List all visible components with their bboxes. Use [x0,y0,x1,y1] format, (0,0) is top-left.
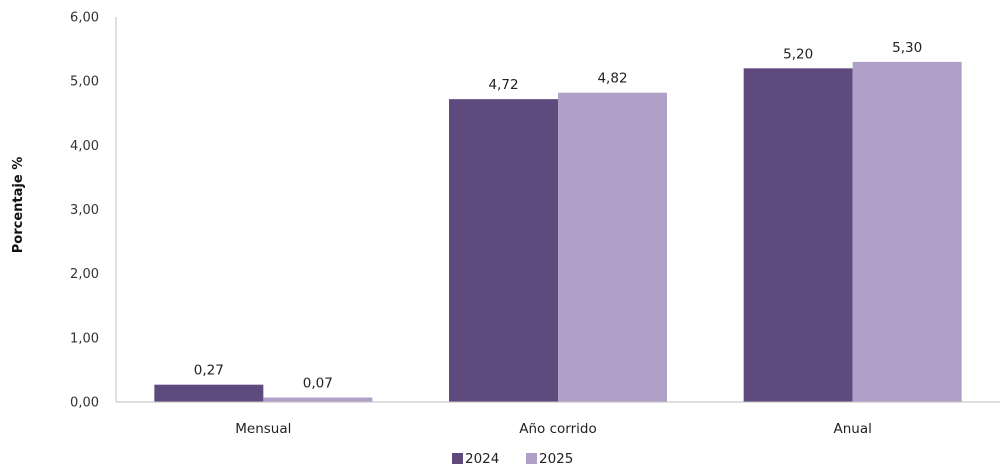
bar-2025 [852,61,962,403]
legend-swatch-2025 [526,453,537,464]
y-tick-label: 5,00 [70,75,99,90]
data-label: 0,27 [194,363,224,379]
data-label: 5,30 [892,40,922,56]
x-axis: Mensual Año corrido Anual [116,401,1000,437]
y-tick-label: 1,00 [70,331,99,346]
bar-2025 [558,92,667,402]
bars: 0,27 0,07 4,72 4,82 5,20 5,30 [154,40,962,403]
data-label: 5,20 [783,46,813,62]
legend-label-2025: 2025 [539,451,573,467]
legend-label-2024: 2024 [465,451,499,467]
x-tick-label: Mensual [235,421,291,437]
bar-2024 [154,384,264,402]
bar-2024 [743,68,853,402]
x-tick-label: Anual [833,421,871,437]
y-axis-label: Porcentaje % [11,157,26,253]
data-label: 0,07 [303,376,333,392]
data-label: 4,72 [488,77,518,93]
data-label: 4,82 [597,71,627,87]
y-tick-label: 0,00 [70,396,99,411]
y-axis: 0,00 1,00 2,00 3,00 4,00 5,00 6,00 [70,11,117,411]
x-tick-label: Año corrido [519,421,596,437]
bar-2025 [263,397,373,402]
y-tick-label: 6,00 [70,11,99,26]
legend-swatch-2024 [452,453,463,464]
legend: 2024 2025 [452,451,573,467]
y-tick-label: 3,00 [70,203,99,218]
bar-2024 [449,99,558,402]
y-tick-label: 4,00 [70,139,99,154]
y-tick-label: 2,00 [70,267,99,282]
